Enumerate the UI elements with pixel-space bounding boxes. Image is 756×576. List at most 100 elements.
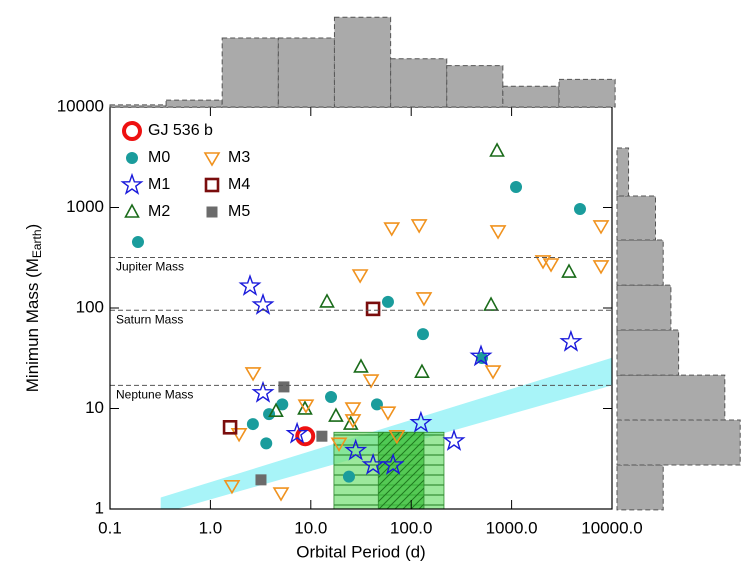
plot-area — [131, 142, 612, 509]
histogram-bar — [390, 58, 448, 108]
data-point — [409, 410, 433, 433]
data-point — [223, 480, 241, 495]
legend-marker — [124, 203, 140, 218]
data-point — [268, 402, 284, 418]
histogram-bar — [616, 419, 741, 466]
legend-label: M4 — [228, 176, 250, 193]
data-point — [410, 219, 428, 234]
histogram-bar — [221, 37, 279, 108]
data-point — [328, 407, 344, 422]
legend-label: M0 — [148, 149, 170, 166]
data-point — [316, 430, 328, 442]
legend-marker — [204, 177, 220, 193]
data-point — [255, 474, 267, 486]
data-point — [342, 470, 355, 483]
data-point — [361, 452, 385, 475]
data-point — [251, 380, 275, 403]
legend-label: M2 — [148, 203, 170, 220]
x-tick-label: 1000.0 — [486, 518, 538, 537]
histogram-bar — [616, 239, 664, 286]
data-point — [442, 428, 466, 451]
legend-marker — [122, 121, 142, 141]
data-point — [325, 391, 338, 404]
data-point — [278, 381, 290, 393]
legend-label: M5 — [228, 203, 250, 220]
data-point — [484, 365, 502, 380]
data-point — [260, 437, 273, 450]
data-point — [388, 430, 406, 445]
data-point — [483, 296, 499, 311]
legend-marker — [126, 152, 138, 164]
data-point — [251, 292, 275, 315]
histogram-bar — [616, 195, 656, 241]
x-tick-label: 1.0 — [199, 518, 223, 537]
y-tick-label: 100 — [76, 297, 104, 316]
data-point — [592, 260, 610, 275]
data-point — [542, 258, 560, 273]
data-point — [295, 426, 316, 447]
histogram-bar — [616, 329, 680, 376]
x-tick-label: 10000.0 — [581, 518, 642, 537]
y-tick-label: 10 — [85, 398, 104, 417]
histogram-bar — [558, 78, 616, 108]
data-point — [353, 358, 369, 373]
legend-marker — [120, 172, 144, 195]
histogram-bar — [616, 284, 672, 331]
data-point — [244, 367, 262, 382]
reference-label: Saturn Mass — [116, 312, 183, 326]
legend-label: GJ 536 b — [148, 122, 213, 139]
histogram-bar — [616, 374, 726, 421]
x-tick-label: 10.0 — [294, 518, 327, 537]
data-point — [383, 222, 401, 237]
data-point — [362, 374, 380, 389]
data-point — [330, 437, 348, 452]
histogram-bar — [165, 99, 223, 108]
histogram-bar — [502, 85, 560, 108]
data-point — [365, 301, 381, 317]
y-axis-label: Minimun Mass (MEarth) — [23, 224, 44, 392]
data-point — [319, 293, 335, 308]
data-point — [370, 398, 383, 411]
data-point — [246, 418, 259, 431]
data-point — [489, 142, 505, 157]
data-point — [272, 487, 290, 502]
histogram-bar — [109, 104, 167, 108]
reference-label: Neptune Mass — [116, 388, 193, 402]
data-point — [416, 328, 429, 341]
data-point — [559, 329, 583, 352]
y-tick-label: 1 — [95, 498, 104, 517]
histogram-bar — [616, 147, 630, 197]
data-point — [276, 398, 289, 411]
histogram-bar — [333, 16, 392, 108]
x-tick-label: 0.1 — [98, 518, 122, 537]
legend-marker — [206, 206, 218, 218]
data-point — [573, 203, 586, 216]
data-point — [344, 402, 362, 417]
data-point — [415, 292, 433, 307]
data-point — [469, 344, 493, 367]
legend-label: M1 — [148, 176, 170, 193]
data-point — [592, 220, 610, 235]
histogram-bar — [616, 464, 664, 511]
data-point — [342, 415, 359, 430]
y-tick-label: 1000 — [66, 197, 104, 216]
data-point — [561, 263, 577, 278]
data-point — [510, 180, 523, 193]
data-point — [351, 269, 369, 284]
x-tick-label: 100.0 — [390, 518, 433, 537]
data-point — [131, 235, 144, 248]
data-point — [489, 225, 507, 240]
data-point — [344, 438, 368, 461]
legend-marker — [203, 152, 221, 167]
data-point — [381, 295, 394, 308]
data-point — [414, 363, 430, 378]
reference-label: Jupiter Mass — [116, 260, 184, 274]
data-point — [381, 452, 405, 475]
legend-label: M3 — [228, 149, 250, 166]
data-point — [238, 273, 262, 296]
data-point — [222, 420, 238, 435]
data-point — [297, 399, 315, 414]
data-point — [379, 406, 397, 421]
region-hatch — [377, 431, 425, 509]
